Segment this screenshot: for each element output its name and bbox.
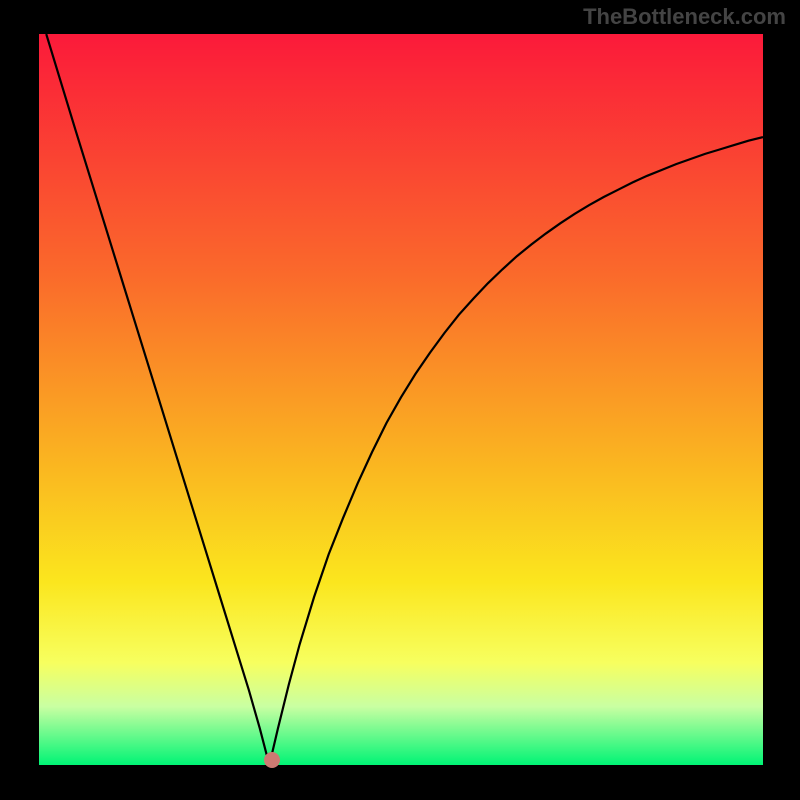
minimum-marker [264,752,280,768]
curve-path [46,34,763,765]
watermark-text: TheBottleneck.com [583,4,786,30]
bottleneck-curve [39,34,763,765]
plot-area [39,34,763,765]
chart-container: TheBottleneck.com [0,0,800,800]
